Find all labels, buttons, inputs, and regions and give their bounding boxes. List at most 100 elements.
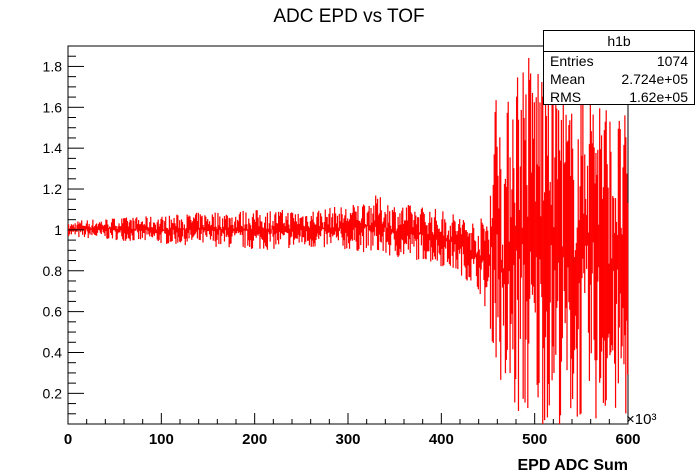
histogram-bin (99, 223, 101, 233)
histogram-bin (116, 228, 118, 240)
histogram-bin (369, 225, 371, 232)
histogram-bin (298, 223, 300, 243)
histogram-bin (163, 229, 165, 231)
histogram-bin (624, 115, 626, 336)
histogram-bin (474, 241, 477, 258)
histogram-bin (257, 217, 259, 236)
histogram-bin (444, 219, 446, 247)
histogram-bin (612, 195, 614, 351)
histogram-bin (514, 202, 516, 403)
histogram-bin (148, 227, 150, 235)
histogram-bin (334, 213, 337, 232)
histogram-bin (602, 187, 605, 403)
histogram-bin (134, 228, 136, 231)
histogram-bin (360, 222, 362, 246)
y-axis: 0.2 0.4 0.6 0.8 1 1.2 1.4 1.6 1.8 (43, 55, 84, 415)
histogram-bin (199, 214, 201, 241)
histogram-bin (383, 217, 385, 232)
histogram-bin (346, 221, 348, 249)
histogram-bin (488, 254, 491, 266)
histogram-bin (196, 221, 199, 239)
histogram-bin (593, 147, 595, 340)
histogram-bin (536, 164, 538, 385)
histogram-bin (348, 219, 351, 249)
histogram-bin (603, 130, 605, 341)
histogram-bin (520, 109, 522, 278)
histogram-bin (371, 222, 373, 233)
histogram-bin (86, 220, 88, 232)
histogram-bin (98, 222, 101, 231)
histogram-bin (595, 153, 597, 419)
histogram-bin (158, 226, 160, 240)
histogram-bin (193, 217, 195, 237)
histogram-bin (432, 234, 435, 253)
y-tick-label: 1.2 (43, 181, 63, 197)
histogram-bin (104, 224, 106, 237)
histogram-bin (225, 214, 227, 237)
histogram-bin (110, 222, 113, 235)
histogram-bin (419, 214, 422, 235)
histogram-bin (229, 218, 231, 244)
histogram-bin (473, 227, 475, 264)
histogram-bin (518, 209, 521, 259)
histogram-bin (269, 211, 271, 242)
histogram-bin (432, 232, 434, 260)
histogram-bin (114, 225, 116, 232)
histogram-bin (509, 157, 511, 374)
histogram-bin (326, 217, 328, 245)
histogram-bin (142, 225, 144, 233)
histogram-bin (516, 96, 518, 251)
histogram-bin (131, 228, 133, 236)
stats-key: RMS (550, 89, 582, 105)
histogram-bin (362, 204, 365, 253)
histogram-bin (512, 119, 514, 350)
histogram-bin (621, 234, 623, 347)
histogram-bin (109, 226, 111, 229)
histogram-bin (200, 216, 202, 234)
histogram-bin (81, 220, 83, 230)
histogram-bin (564, 162, 566, 324)
histogram-bin (525, 94, 527, 340)
histogram-bin (462, 220, 465, 255)
x-axis: 0 100 200 300 400 500 600 (64, 413, 641, 448)
y-tick-label: 1 (54, 222, 62, 238)
histogram-bin (389, 211, 391, 256)
histogram-bin (587, 232, 590, 333)
histogram-bin (138, 220, 140, 239)
histogram-bin (359, 221, 361, 236)
histogram-bin (374, 220, 376, 236)
histogram-bin (289, 228, 291, 245)
histogram-bin (80, 223, 82, 233)
histogram-bin (622, 167, 624, 308)
histogram-bin (465, 230, 467, 280)
histogram-bin (401, 210, 403, 240)
histogram-bin (336, 215, 339, 237)
histogram-bin (352, 204, 354, 230)
histogram-bin (106, 220, 108, 239)
histogram-bin (299, 218, 301, 237)
histogram-bin (545, 115, 548, 312)
histogram-bin (69, 226, 72, 232)
histogram-bin (138, 224, 141, 231)
histogram-bin (492, 184, 494, 343)
histogram-bin (151, 227, 153, 237)
histogram-bin (250, 228, 253, 249)
histogram-bin (316, 216, 318, 237)
histogram-bin (330, 227, 332, 244)
histogram-bin (517, 119, 520, 411)
histogram-bin (252, 213, 255, 241)
histogram-bin (149, 222, 151, 237)
histogram-bin (83, 226, 86, 237)
histogram-bin (531, 92, 534, 295)
histogram-bin (501, 259, 503, 273)
histogram-bin (466, 231, 468, 281)
histogram-bin (572, 148, 574, 399)
histogram-bin (127, 226, 129, 239)
histogram-bin (521, 227, 523, 245)
histogram-bin (384, 212, 386, 228)
histogram-bin (278, 211, 280, 245)
histogram-bin (101, 224, 103, 230)
histogram-bin (122, 223, 124, 240)
histogram-bin (173, 217, 175, 235)
